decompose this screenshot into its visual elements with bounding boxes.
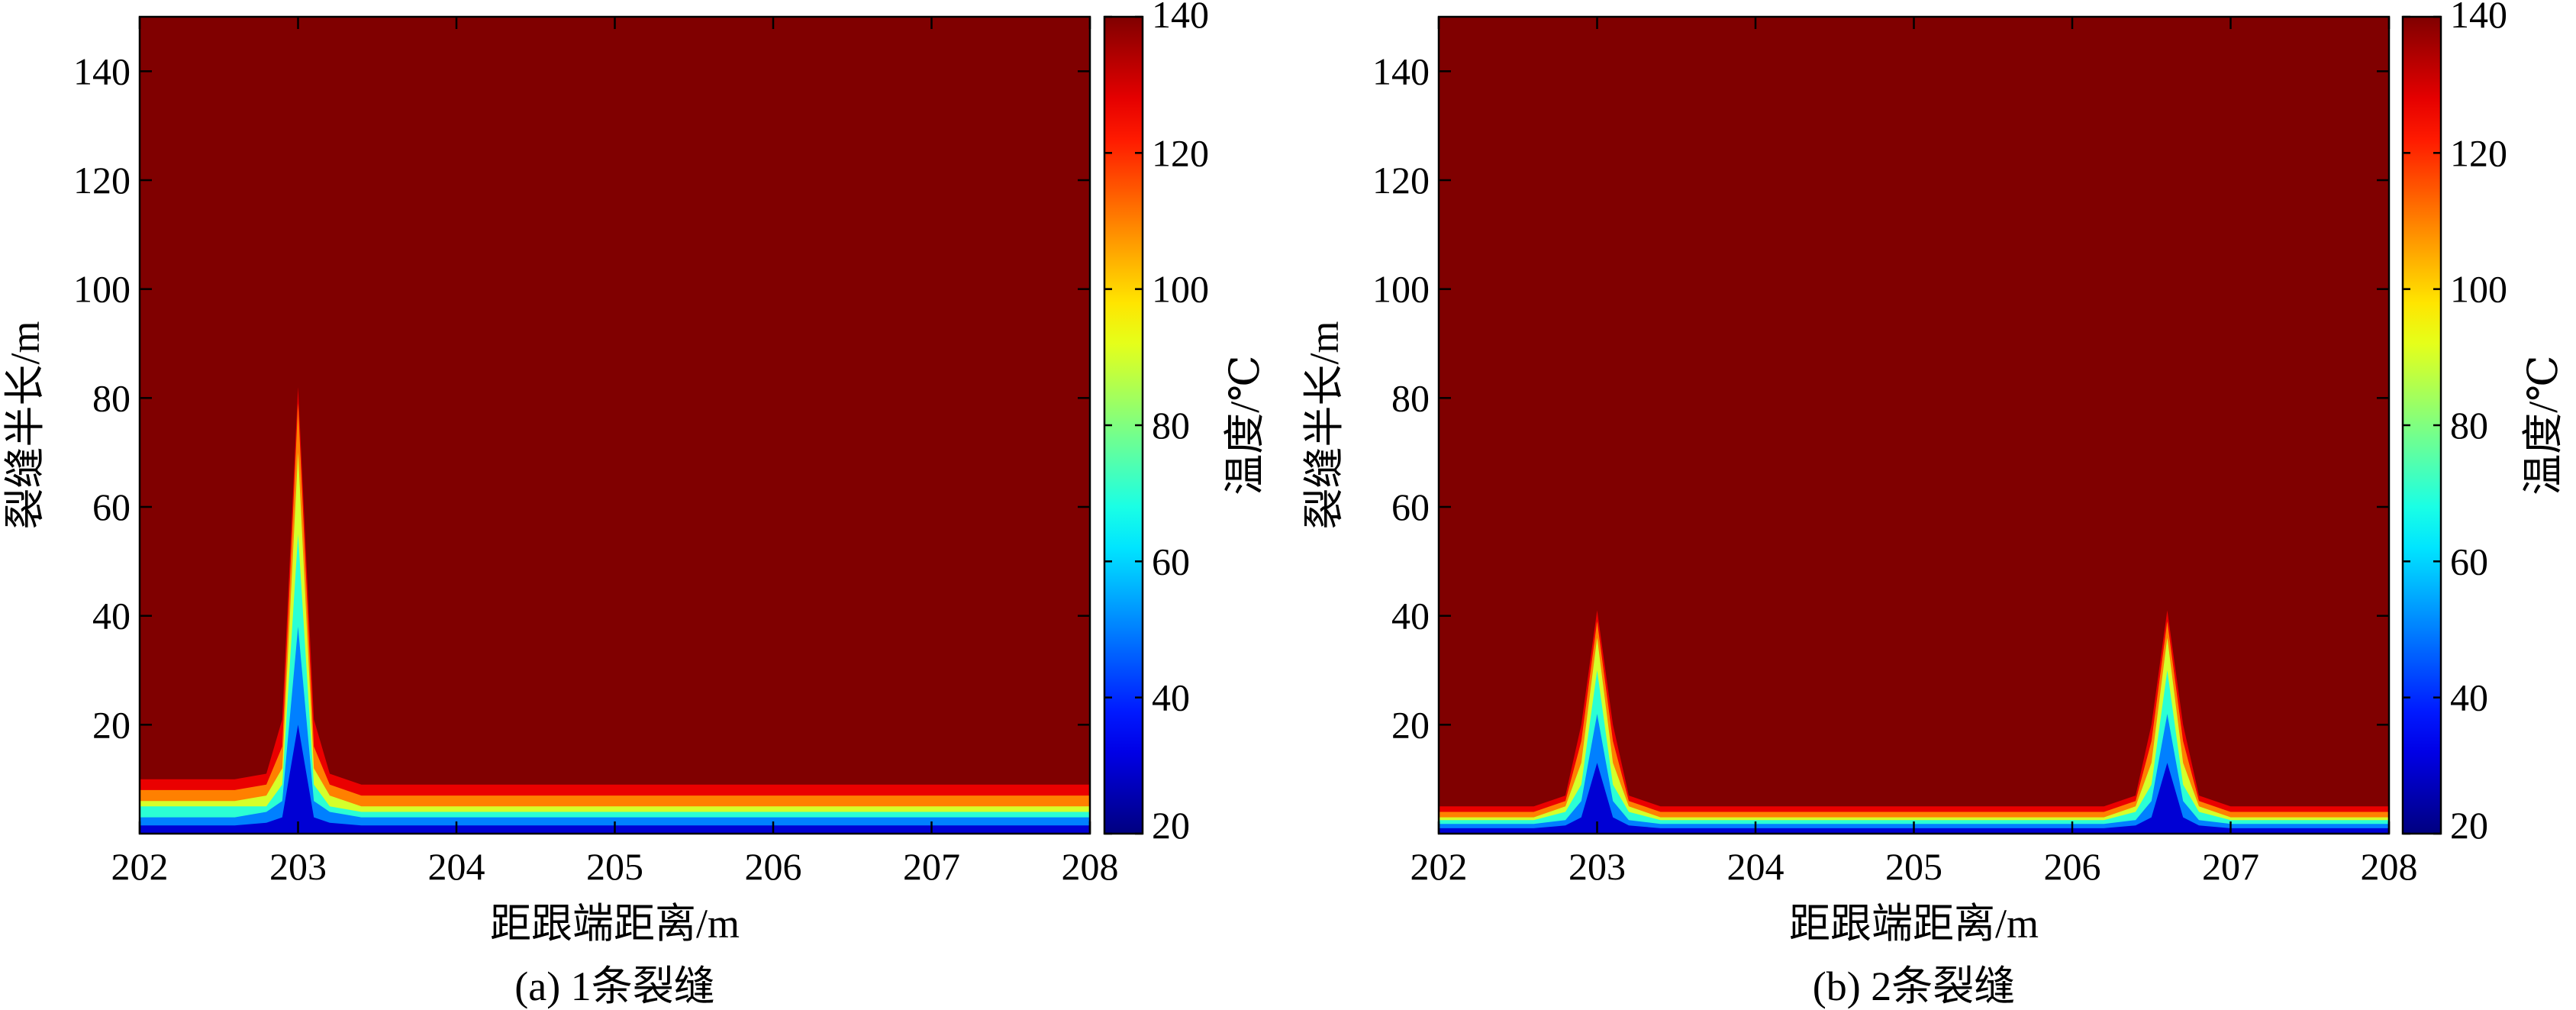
colorbar-tick-label: 60 [1152,540,1190,582]
background-temperature-region [1439,17,2389,834]
contour-band-80 [1439,670,2389,834]
colorbar-tick-label: 80 [2450,404,2488,447]
y-tick-label: 140 [1372,50,1430,92]
colorbar-tick-label: 60 [2450,540,2488,582]
panel-caption: (b) 2条裂缝 [1813,963,2015,1009]
y-tick-label: 80 [92,376,131,419]
y-tick-label: 20 [92,703,131,746]
colorbar: 20 40 60 80 100 120 140 温度/℃ [2401,0,2566,847]
colorbar-label: 温度/℃ [1222,355,1268,495]
x-tick-label: 204 [428,845,485,888]
colorbar-tick-label: 100 [2450,268,2507,311]
colorbar-tick-label: 120 [2450,131,2507,174]
x-tick-label: 202 [111,845,169,888]
x-tick-label: 208 [1062,845,1119,888]
x-tick-label: 204 [1727,845,1785,888]
y-tick-label: 120 [73,159,131,202]
y-axis-label: 裂缝半长/m [1301,321,1347,529]
contour-band-120 [140,403,1090,834]
y-tick-label: 140 [73,50,131,92]
x-tick-label: 205 [1885,845,1942,888]
x-tick-label: 202 [1411,845,1468,888]
contour-band-60 [1439,714,2389,834]
background-temperature-region [140,17,1090,834]
colorbar: 20 40 60 80 100 120 140 温度/℃ [1103,0,1268,847]
x-tick-label: 207 [2202,845,2259,888]
y-tick-label: 40 [1391,595,1430,637]
colorbar-tick-label: 80 [1152,404,1190,447]
x-tick-label: 206 [2044,845,2101,888]
x-axis-label: 距跟端距离/m [490,901,740,947]
colorbar-tick-label: 120 [1152,131,1209,174]
colorbar-tick-label: 20 [2450,804,2488,847]
x-axis-label: 距跟端距离/m [1789,901,2039,947]
y-tick-label: 60 [92,486,131,528]
chart-panel-b: 202 203 204 205 206 207 208 20 40 60 80 100 120 140 距跟… [1301,0,2566,1009]
x-tick-label: 205 [586,845,643,888]
x-tick-label: 206 [745,845,802,888]
colorbar-tick-label: 20 [1152,804,1190,847]
y-tick-label: 40 [92,595,131,637]
x-tick-label: 207 [903,845,960,888]
y-tick-label: 60 [1391,486,1430,528]
panel-caption: (a) 1条裂缝 [514,963,714,1009]
contour-band-100 [1439,637,2389,834]
x-tick-label: 203 [269,845,327,888]
colorbar-tick-label: 140 [1152,0,1209,36]
y-axis-label: 裂缝半长/m [2,321,48,529]
x-tick-label: 203 [1568,845,1626,888]
colorbar-tick-label: 100 [1152,268,1209,311]
y-tick-label: 80 [1391,376,1430,419]
contour-band-135 [140,387,1090,834]
colorbar-tick-label: 40 [1152,676,1190,719]
colorbar-label: 温度/℃ [2520,355,2566,495]
contour-field [1439,17,2389,834]
y-tick-label: 100 [73,268,131,311]
y-tick-label: 20 [1391,703,1430,746]
chart-panel-a: 202 203 204 205 206 207 208 20 40 60 80 100 120 140 距跟… [2,0,1268,1009]
colorbar-tick-label: 40 [2450,676,2488,719]
contour-field [140,17,1090,834]
x-tick-label: 208 [2361,845,2418,888]
y-tick-label: 100 [1372,268,1430,311]
colorbar-tick-label: 140 [2450,0,2507,36]
y-tick-label: 120 [1372,159,1430,202]
